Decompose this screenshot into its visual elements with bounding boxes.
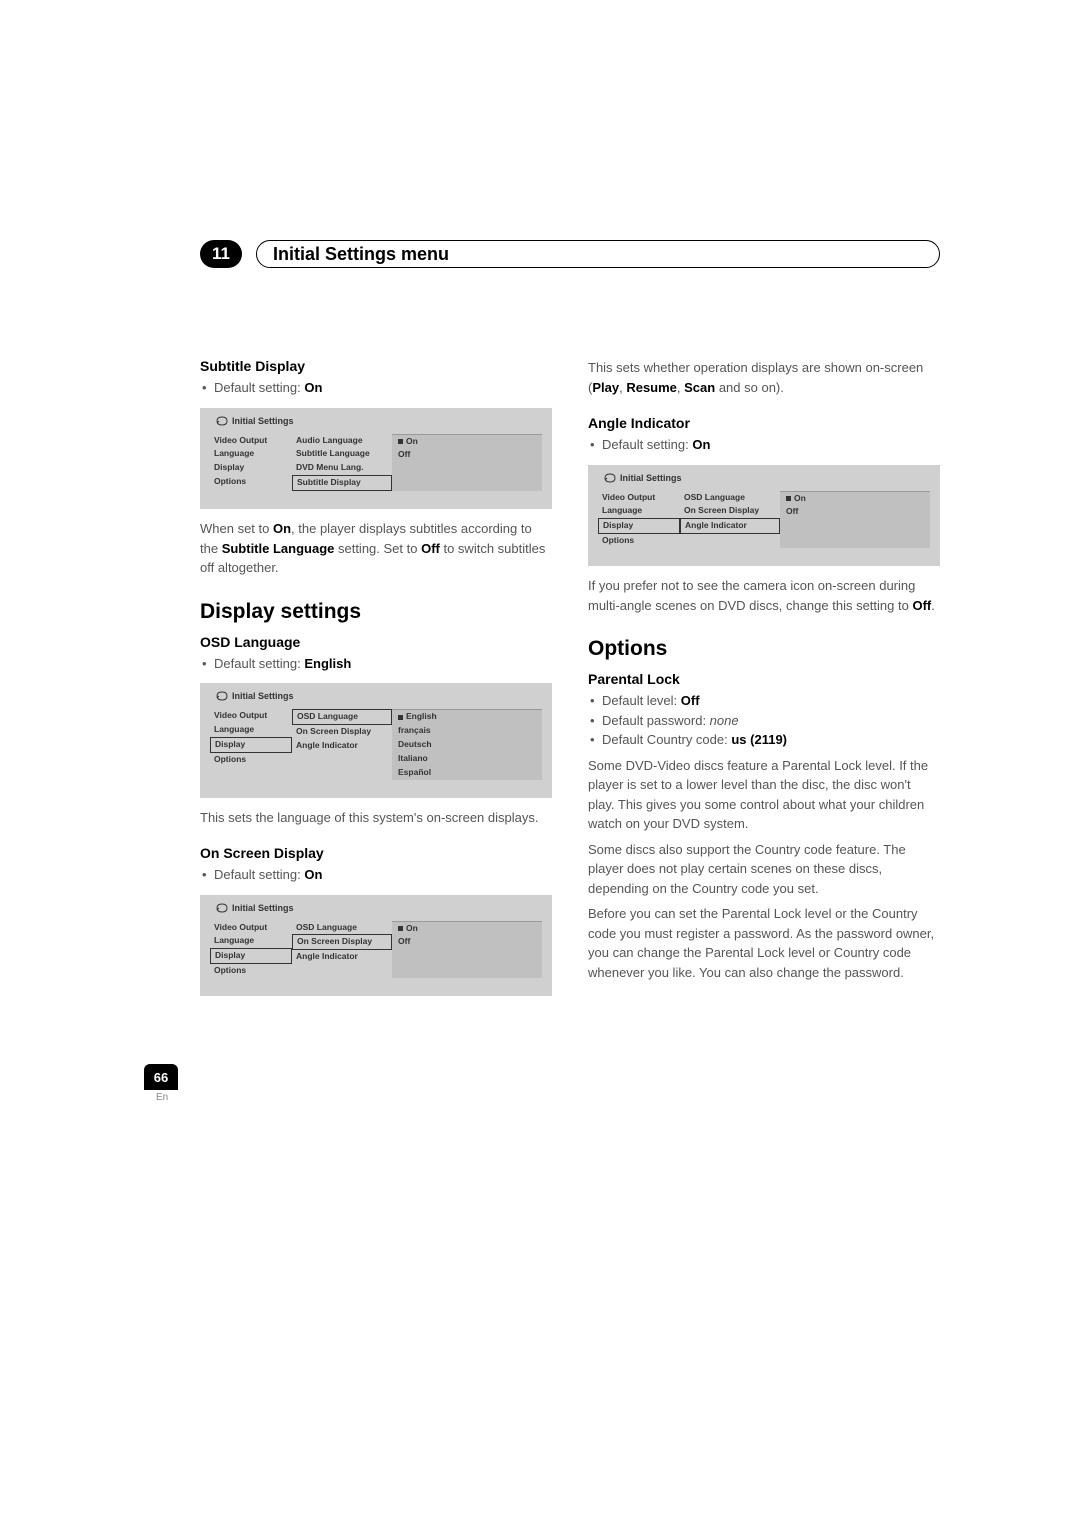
menu-setting-item: Audio Language xyxy=(292,434,392,448)
subtitle-display-menu: Initial Settings Video OutputLanguageDisp… xyxy=(200,408,552,510)
right-column: This sets whether operation displays are… xyxy=(588,358,940,1006)
menu-cat-item: Display xyxy=(210,737,292,753)
menu-cat-item: Video Output xyxy=(598,491,680,505)
menu-setting-item: OSD Language xyxy=(680,491,780,505)
menu-cat-item: Video Output xyxy=(210,921,292,935)
osd-heading: On Screen Display xyxy=(200,845,552,861)
menu-option-item: français xyxy=(392,724,542,738)
parental-p3: Before you can set the Parental Lock lev… xyxy=(588,904,940,982)
angle-indicator-default: Default setting: On xyxy=(602,435,940,455)
menu-option-item: Off xyxy=(780,505,930,519)
osd-language-menu: Initial Settings Video OutputLanguageDisp… xyxy=(200,683,552,797)
menu-cat-item: Language xyxy=(210,447,292,461)
menu-setting-item: Subtitle Display xyxy=(292,475,392,491)
menu-cat-item: Language xyxy=(598,504,680,518)
menu-option-item: On xyxy=(780,492,930,506)
chapter-header: 11 Initial Settings menu xyxy=(200,240,940,268)
menu-setting-item: On Screen Display xyxy=(292,934,392,950)
menu-option-item: Deutsch xyxy=(392,738,542,752)
parental-lock-heading: Parental Lock xyxy=(588,671,940,687)
menu-setting-item: On Screen Display xyxy=(680,504,780,518)
menu-title: Initial Settings xyxy=(216,691,542,701)
page-lang-label: En xyxy=(156,1092,168,1103)
menu-setting-item: OSD Language xyxy=(292,709,392,725)
angle-indicator-menu: Initial Settings Video OutputLanguageDisp… xyxy=(588,465,940,567)
parental-b1: Default level: Off xyxy=(602,691,940,711)
menu-cat-item: Options xyxy=(210,753,292,767)
menu-setting-item: Angle Indicator xyxy=(292,950,392,964)
menu-setting-item: Subtitle Language xyxy=(292,447,392,461)
subtitle-display-default: Default setting: On xyxy=(214,378,552,398)
menu-cat-item: Video Output xyxy=(210,709,292,723)
menu-setting-item: On Screen Display xyxy=(292,725,392,739)
menu-cat-item: Video Output xyxy=(210,434,292,448)
menu-cat-item: Display xyxy=(598,518,680,534)
menu-setting-item: DVD Menu Lang. xyxy=(292,461,392,475)
menu-title: Initial Settings xyxy=(604,473,930,483)
menu-cat-item: Options xyxy=(210,964,292,978)
left-column: Subtitle Display Default setting: On Ini… xyxy=(200,358,552,1006)
subtitle-display-heading: Subtitle Display xyxy=(200,358,552,374)
menu-cat-item: Display xyxy=(210,948,292,964)
menu-cat-item: Options xyxy=(598,534,680,548)
menu-option-item: English xyxy=(392,710,542,724)
menu-option-item: On xyxy=(392,435,542,449)
parental-b2: Default password: none xyxy=(602,711,940,731)
osd-language-desc: This sets the language of this system's … xyxy=(200,808,552,828)
menu-title: Initial Settings xyxy=(216,903,542,913)
osd-language-default: Default setting: English xyxy=(214,654,552,674)
menu-cat-item: Options xyxy=(210,475,292,489)
menu-title: Initial Settings xyxy=(216,416,542,426)
menu-option-item: Off xyxy=(392,935,542,949)
page-number-badge: 66 xyxy=(144,1064,178,1090)
menu-setting-item: OSD Language xyxy=(292,921,392,935)
display-settings-title: Display settings xyxy=(200,600,552,624)
menu-option-item: Italiano xyxy=(392,752,542,766)
menu-setting-item: Angle Indicator xyxy=(292,739,392,753)
osd-menu: Initial Settings Video OutputLanguageDisp… xyxy=(200,895,552,997)
angle-indicator-desc: If you prefer not to see the camera icon… xyxy=(588,576,940,615)
parental-p2: Some discs also support the Country code… xyxy=(588,840,940,899)
osd-right-desc: This sets whether operation displays are… xyxy=(588,358,940,397)
menu-setting-item: Angle Indicator xyxy=(680,518,780,534)
parental-p1: Some DVD-Video discs feature a Parental … xyxy=(588,756,940,834)
parental-b3: Default Country code: us (2119) xyxy=(602,730,940,750)
menu-option-item: On xyxy=(392,922,542,936)
chapter-title-pill: Initial Settings menu xyxy=(256,240,940,268)
menu-cat-item: Display xyxy=(210,461,292,475)
options-title: Options xyxy=(588,637,940,661)
menu-option-item: Off xyxy=(392,448,542,462)
angle-indicator-heading: Angle Indicator xyxy=(588,415,940,431)
menu-option-item: Español xyxy=(392,766,542,780)
osd-default: Default setting: On xyxy=(214,865,552,885)
chapter-number-badge: 11 xyxy=(200,240,242,268)
menu-cat-item: Language xyxy=(210,934,292,948)
osd-language-heading: OSD Language xyxy=(200,634,552,650)
menu-cat-item: Language xyxy=(210,723,292,737)
subtitle-display-desc: When set to On, the player displays subt… xyxy=(200,519,552,578)
